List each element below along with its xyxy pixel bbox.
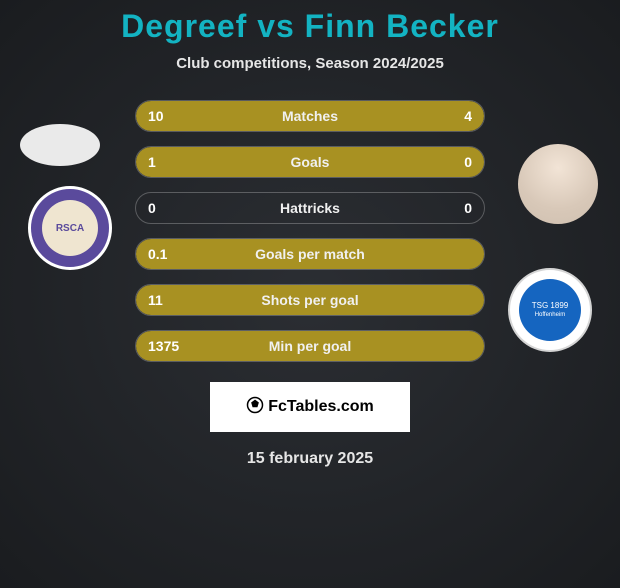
subtitle: Club competitions, Season 2024/2025 bbox=[0, 55, 620, 72]
stat-value-left: 11 bbox=[148, 292, 163, 308]
stat-value-right: 0 bbox=[464, 200, 472, 216]
stat-row: 1 Goals 0 bbox=[135, 146, 485, 178]
stat-row: 1375 Min per goal bbox=[135, 330, 485, 362]
club-right-text: TSG 1899 bbox=[532, 302, 568, 310]
stats-container: 10 Matches 4 1 Goals 0 0 Hattricks 0 0.1 Goals per… bbox=[135, 100, 485, 362]
stat-value-right: 4 bbox=[464, 108, 472, 124]
stat-label: Shots per goal bbox=[261, 292, 358, 308]
player-left-avatar bbox=[20, 124, 100, 166]
stat-label: Goals per match bbox=[255, 246, 365, 262]
stat-label: Goals bbox=[291, 154, 330, 170]
page-title: Degreef vs Finn Becker bbox=[0, 8, 620, 45]
club-left-short: RSCA bbox=[42, 200, 98, 256]
club-left-logo: RSCA bbox=[28, 186, 112, 270]
stat-label: Matches bbox=[282, 108, 338, 124]
club-right-short: TSG 1899 Hoffenheim bbox=[519, 279, 581, 341]
club-right-logo: TSG 1899 Hoffenheim bbox=[508, 268, 592, 352]
stat-row: 0 Hattricks 0 bbox=[135, 192, 485, 224]
stat-value-left: 10 bbox=[148, 108, 164, 124]
soccer-icon bbox=[246, 396, 264, 419]
stat-value-left: 0 bbox=[148, 200, 156, 216]
stat-row: 10 Matches 4 bbox=[135, 100, 485, 132]
footer-site-text: FcTables.com bbox=[268, 398, 374, 416]
stat-value-left: 0.1 bbox=[148, 246, 167, 262]
date-text: 15 february 2025 bbox=[0, 450, 620, 468]
player-right-avatar bbox=[518, 144, 598, 224]
stat-label: Min per goal bbox=[269, 338, 351, 354]
stat-row: 11 Shots per goal bbox=[135, 284, 485, 316]
footer-logo-box: FcTables.com bbox=[210, 382, 410, 432]
stat-value-left: 1 bbox=[148, 154, 156, 170]
stat-row: 0.1 Goals per match bbox=[135, 238, 485, 270]
stat-label: Hattricks bbox=[280, 200, 340, 216]
stat-value-right: 0 bbox=[464, 154, 472, 170]
stat-value-left: 1375 bbox=[148, 338, 179, 354]
club-right-name: Hoffenheim bbox=[535, 312, 566, 318]
